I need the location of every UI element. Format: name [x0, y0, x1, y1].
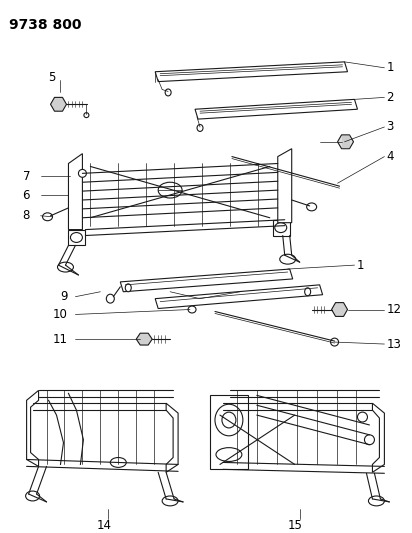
Text: 5: 5 — [49, 71, 56, 84]
Ellipse shape — [280, 254, 296, 264]
Text: 6: 6 — [23, 189, 30, 201]
Text: 8: 8 — [23, 209, 30, 222]
Polygon shape — [120, 269, 293, 292]
Polygon shape — [136, 333, 152, 345]
Polygon shape — [68, 154, 82, 230]
Ellipse shape — [188, 306, 196, 313]
Text: 9738 800: 9738 800 — [9, 19, 81, 33]
Text: 7: 7 — [23, 170, 30, 183]
Polygon shape — [278, 149, 292, 223]
Ellipse shape — [365, 435, 375, 445]
Ellipse shape — [70, 232, 82, 243]
Ellipse shape — [106, 294, 114, 303]
Bar — [210, 395, 248, 470]
Polygon shape — [273, 220, 290, 236]
Ellipse shape — [162, 496, 178, 506]
Polygon shape — [155, 285, 323, 309]
Ellipse shape — [197, 125, 203, 132]
Ellipse shape — [307, 203, 317, 211]
Polygon shape — [166, 403, 178, 472]
Text: 11: 11 — [52, 333, 68, 345]
Ellipse shape — [78, 169, 87, 177]
Text: 10: 10 — [52, 308, 68, 321]
Polygon shape — [27, 390, 39, 466]
Ellipse shape — [222, 412, 236, 428]
Text: 14: 14 — [96, 519, 111, 532]
Text: 13: 13 — [386, 337, 401, 351]
Text: 9: 9 — [61, 290, 68, 303]
Ellipse shape — [275, 223, 287, 232]
Polygon shape — [68, 230, 85, 245]
Text: 12: 12 — [386, 303, 401, 316]
Text: 3: 3 — [386, 120, 394, 133]
Ellipse shape — [158, 182, 182, 198]
Ellipse shape — [330, 338, 339, 346]
Polygon shape — [195, 99, 358, 119]
Polygon shape — [337, 135, 353, 149]
Text: 2: 2 — [386, 91, 394, 104]
Polygon shape — [155, 62, 347, 82]
Ellipse shape — [304, 288, 311, 296]
Text: 1: 1 — [356, 259, 364, 272]
Ellipse shape — [358, 412, 368, 422]
Ellipse shape — [125, 284, 131, 292]
Ellipse shape — [42, 213, 52, 221]
Text: 15: 15 — [288, 519, 302, 532]
Ellipse shape — [58, 262, 73, 272]
Text: 4: 4 — [386, 150, 394, 163]
Text: 1: 1 — [386, 61, 394, 74]
Polygon shape — [51, 98, 66, 111]
Polygon shape — [372, 403, 384, 472]
Ellipse shape — [216, 448, 242, 462]
Ellipse shape — [215, 404, 243, 436]
Ellipse shape — [368, 496, 384, 506]
Polygon shape — [332, 303, 347, 317]
Ellipse shape — [26, 491, 40, 501]
Ellipse shape — [110, 457, 126, 467]
Ellipse shape — [165, 89, 171, 96]
Ellipse shape — [84, 112, 89, 118]
